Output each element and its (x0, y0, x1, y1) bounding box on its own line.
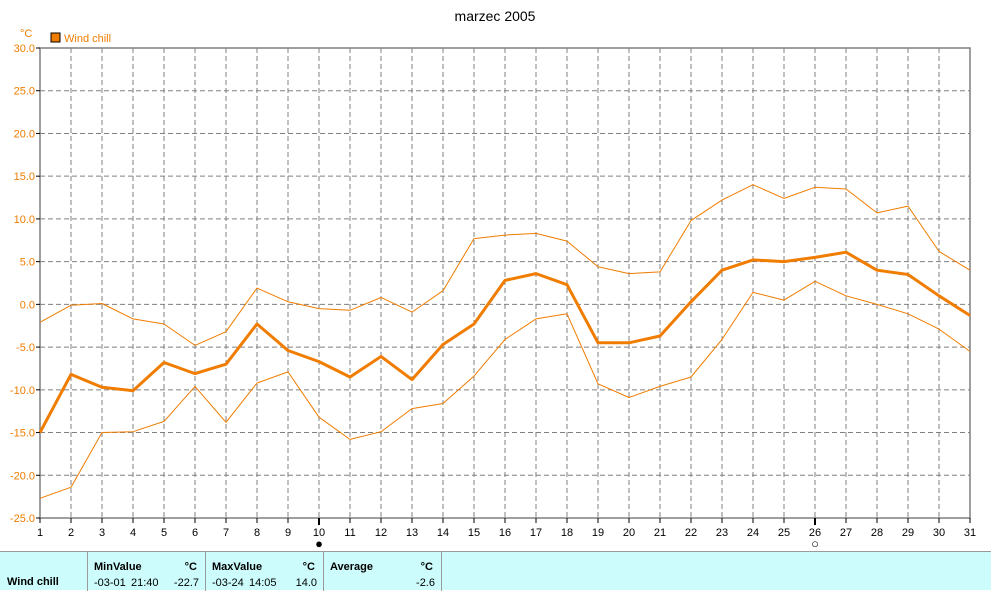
min-date: -03-01 (94, 577, 126, 589)
x-tick-label: 19 (592, 527, 604, 539)
grid-lines (40, 48, 970, 518)
x-tick-label: 9 (285, 527, 291, 539)
x-tick-label: 15 (468, 527, 480, 539)
max-value: 14.0 (295, 577, 317, 589)
y-tick-label: -20.0 (10, 470, 35, 482)
y-tick-label: -15.0 (10, 428, 35, 440)
x-tick-label: 16 (499, 527, 511, 539)
min-time: 21:40 (131, 577, 159, 589)
y-tick-label: 5.0 (20, 257, 35, 269)
x-tick-label: 8 (254, 527, 260, 539)
max-header: MaxValue (212, 561, 263, 573)
series-line-average (38, 250, 971, 434)
x-tick-label: 1 (37, 527, 43, 539)
x-tick-label: 2 (68, 527, 74, 539)
x-tick-label: 22 (685, 527, 697, 539)
marker-symbol: ● (315, 536, 323, 551)
y-tick-label: 15.0 (14, 171, 35, 183)
x-tick-label: 27 (840, 527, 852, 539)
max-unit: °C (302, 561, 315, 573)
x-tick-label: 20 (623, 527, 635, 539)
x-tick-labels: 1 2 3 4 5 6 7 8 9 10 11 12 13 14 15 16 17 18 19 20 21 22 23 24 2… (37, 518, 976, 539)
y-tick-label: -10.0 (10, 385, 35, 397)
y-tick-label: -5.0 (16, 342, 35, 354)
y-tick-label: 25.0 (14, 86, 35, 98)
series-lines (38, 184, 971, 499)
x-tick-label: 31 (964, 527, 976, 539)
avg-unit: °C (420, 561, 433, 573)
stats-series-cell: Wind chill (0, 552, 88, 591)
stats-series-label: Wind chill (7, 576, 59, 588)
stats-panel: Wind chill MinValue °C -03-01 21:40 -22.… (0, 551, 991, 591)
x-tick-label: 11 (344, 527, 355, 539)
y-tick-labels: 30.0 25.0 20.0 15.0 10.0 5.0 0.0 -5.0 -10.0 -15.0… (10, 43, 40, 525)
chart-title: marzec 2005 (455, 8, 536, 24)
y-tick-label: 30.0 (14, 43, 35, 55)
legend-swatch (50, 32, 61, 43)
x-tick-label: 3 (99, 527, 105, 539)
max-date: -03-24 (212, 577, 244, 589)
x-tick-label: 10 (313, 527, 325, 539)
x-tick-label: 26 (809, 527, 821, 539)
series-line-max (39, 184, 971, 346)
x-tick-label: 6 (192, 527, 198, 539)
x-tick-label: 13 (406, 527, 418, 539)
x-tick-label: 17 (530, 527, 542, 539)
y-tick-label: 0.0 (20, 299, 35, 311)
min-unit: °C (184, 561, 197, 573)
min-header: MinValue (94, 561, 142, 573)
x-tick-label: 18 (561, 527, 573, 539)
y-tick-label: -25.0 (10, 513, 35, 525)
x-tick-label: 4 (130, 527, 136, 539)
x-tick-label: 14 (437, 527, 449, 539)
y-tick-label: 20.0 (14, 128, 35, 140)
stats-empty-cell (442, 552, 990, 591)
legend-label: Wind chill (64, 33, 111, 45)
x-tick-label: 25 (778, 527, 790, 539)
day-markers: ● ○ (315, 518, 819, 551)
max-time: 14:05 (249, 577, 277, 589)
stats-min-cell: MinValue °C -03-01 21:40 -22.7 (88, 552, 206, 591)
y-axis-unit: °C (20, 28, 32, 40)
avg-header: Average (330, 561, 374, 573)
x-tick-label: 23 (716, 527, 728, 539)
x-tick-label: 21 (654, 527, 666, 539)
chart: 30.0 25.0 20.0 15.0 10.0 5.0 0.0 -5.0 -10.0 -15.0… (10, 8, 976, 551)
x-tick-label: 12 (375, 527, 387, 539)
x-tick-label: 7 (223, 527, 229, 539)
x-tick-label: 5 (161, 527, 167, 539)
stats-max-cell: MaxValue °C -03-24 14:05 14.0 (206, 552, 324, 591)
marker-symbol: ○ (811, 536, 819, 551)
series-line-min (39, 280, 971, 499)
stats-avg-cell: Average °C -2.6 (324, 552, 442, 591)
x-tick-label: 29 (902, 527, 914, 539)
min-value: -22.7 (173, 577, 199, 589)
y-tick-label: 10.0 (14, 214, 35, 226)
x-tick-label: 28 (871, 527, 883, 539)
x-tick-label: 24 (747, 527, 759, 539)
avg-value: -2.6 (416, 577, 435, 589)
x-tick-label: 30 (933, 527, 945, 539)
